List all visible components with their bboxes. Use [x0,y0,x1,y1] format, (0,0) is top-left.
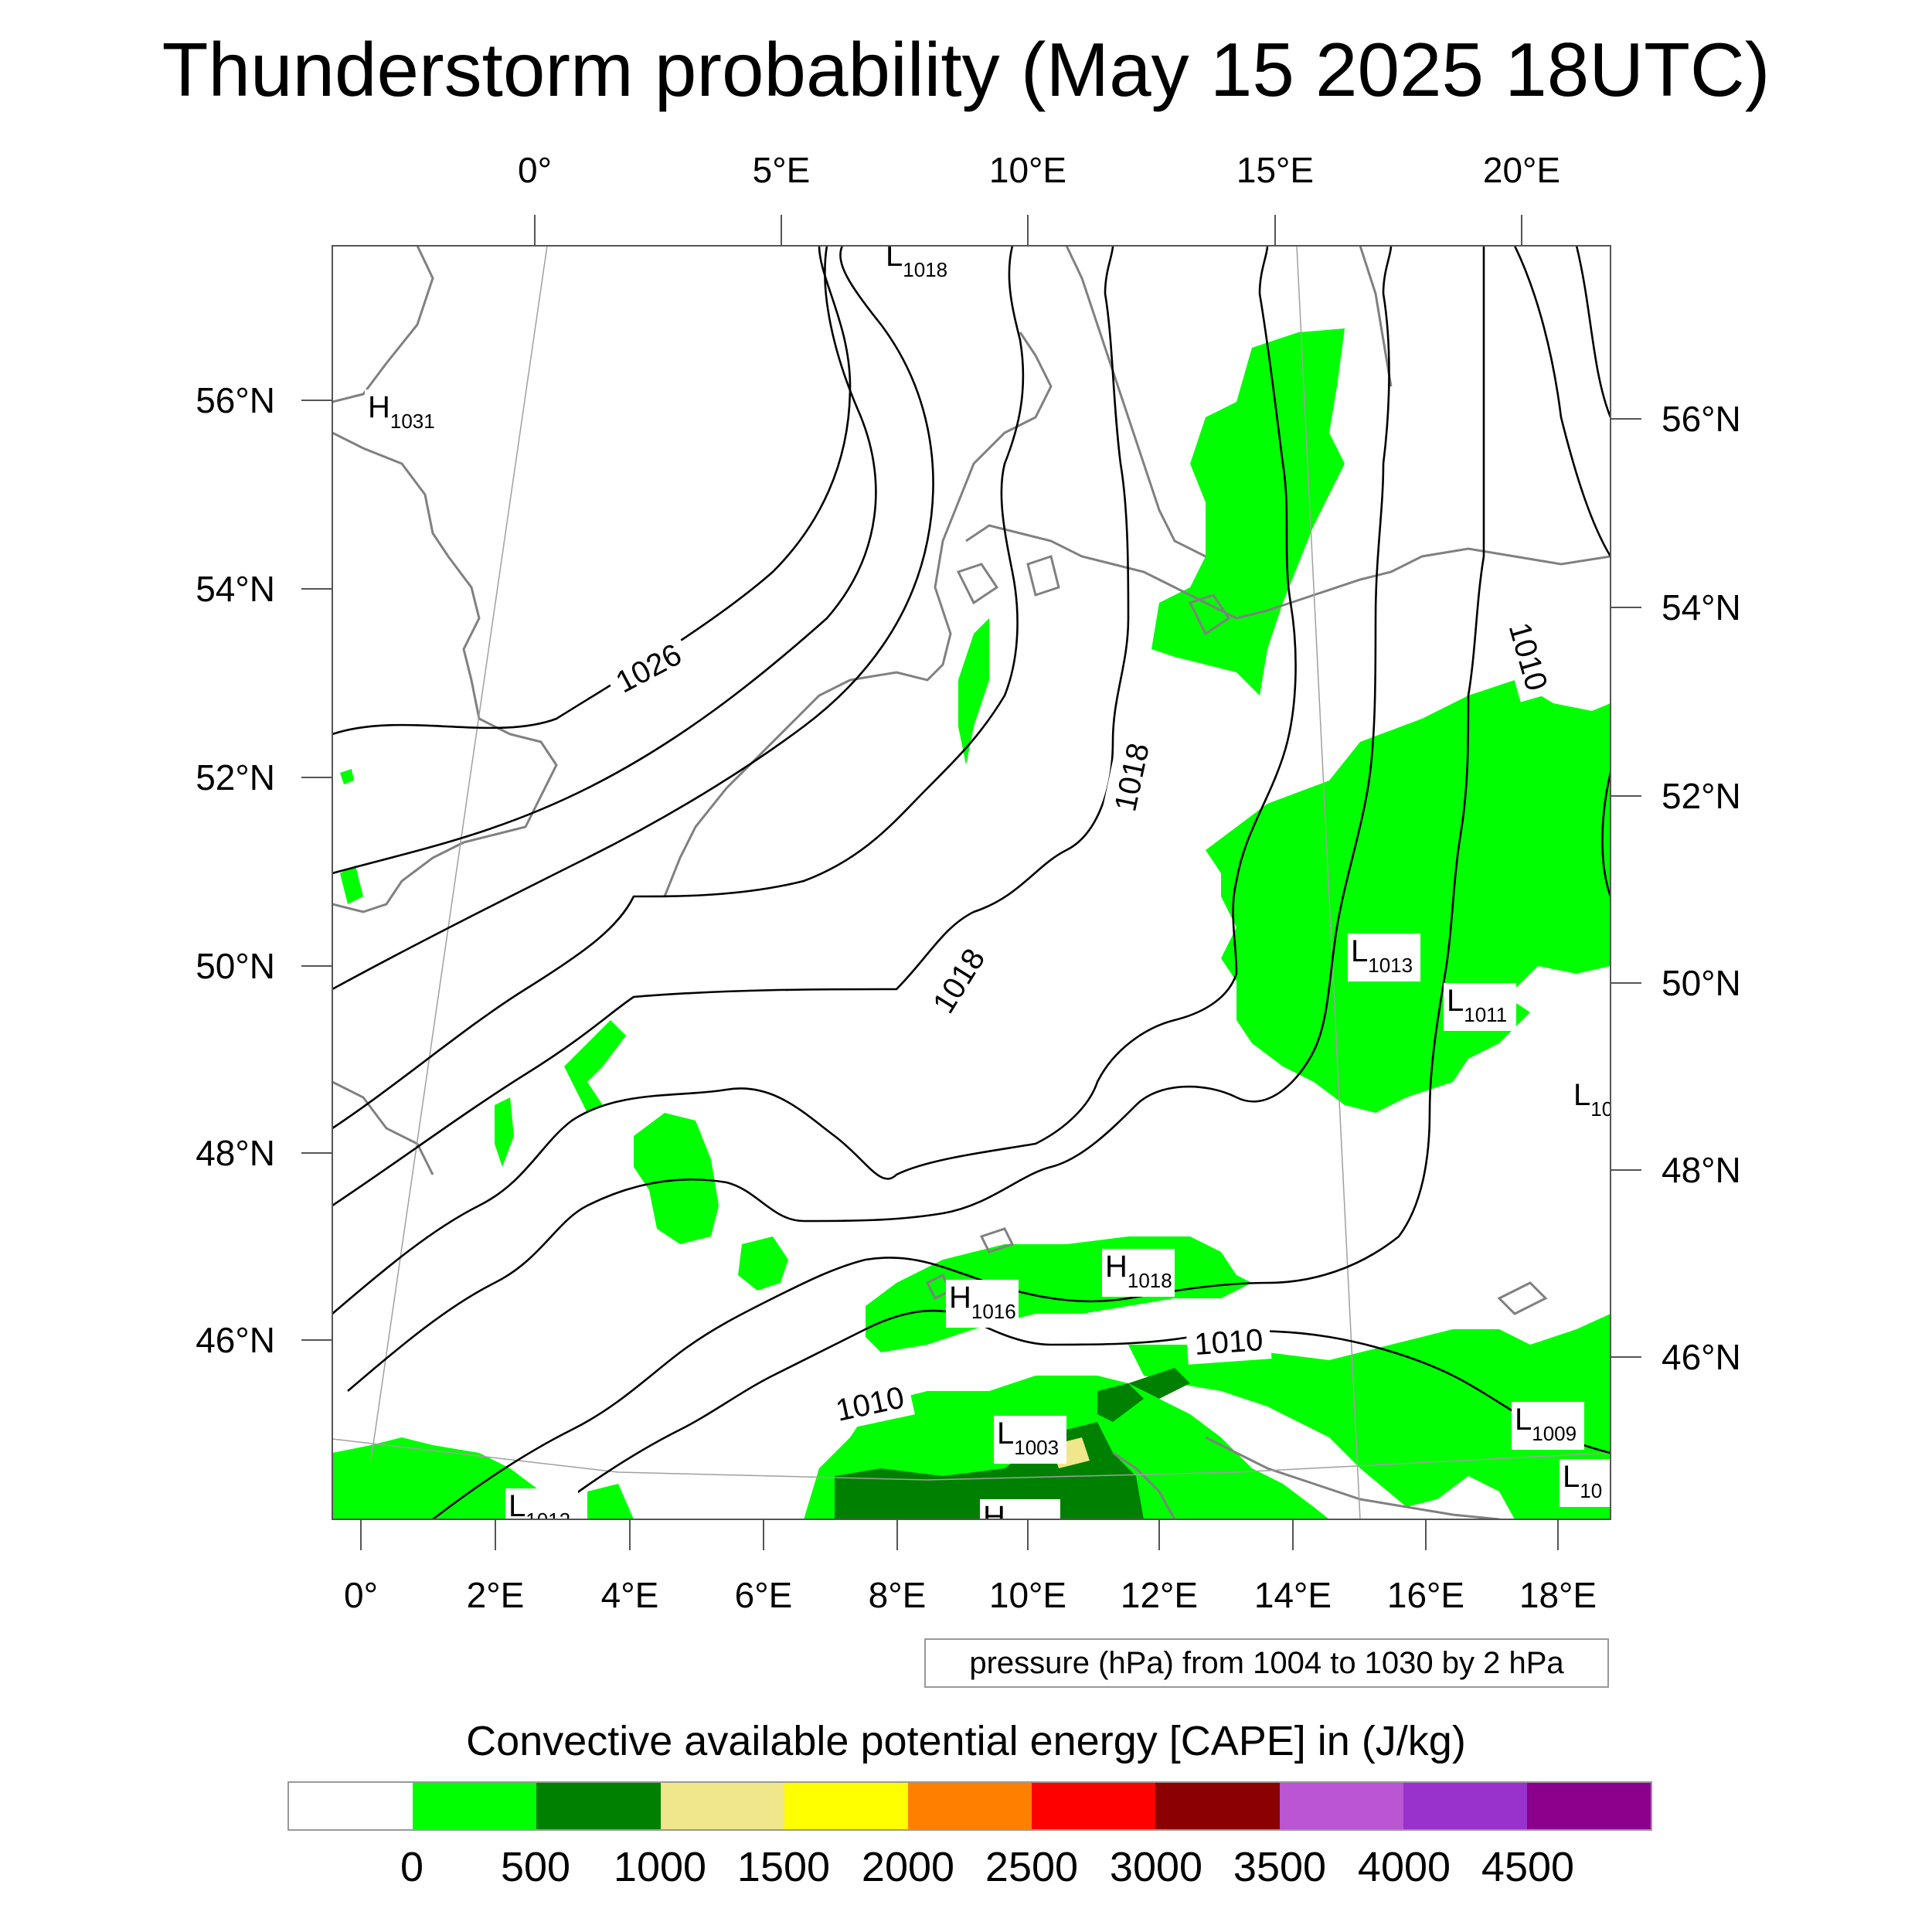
bottom-lon-label: 18°E [1519,1575,1597,1615]
colorbar-title: Convective available potential energy [C… [466,1718,1466,1764]
colorbar-swatch [289,1783,413,1829]
colorbar [287,1781,1652,1831]
right-lat-label: 50°N [1662,963,1741,1003]
svg-text:L10: L10 [1573,1078,1613,1121]
colorbar-swatch [1526,1783,1651,1829]
bottom-lon-label: 10°E [989,1575,1066,1615]
colorbar-swatch [784,1783,908,1829]
pressure-center-label: H1018 [1102,1249,1175,1297]
pressure-center-label: L1003 [994,1416,1066,1464]
left-lat-label: 46°N [196,1320,275,1360]
pressure-center-label: L10 [1570,1077,1613,1125]
top-lon-label: 0° [518,150,552,190]
svg-text:H: H [983,1500,1005,1534]
pressure-center-label: L1018 [883,239,955,286]
colorbar-swatch [1032,1783,1156,1829]
contour-info-box: pressure (hPa) from 1004 to 1030 by 2 hP… [924,1638,1609,1688]
right-lat-label: 46°N [1662,1337,1741,1377]
left-lat-label: 50°N [196,946,275,986]
colorbar-tick-label: 2000 [861,1844,955,1890]
colorbar-swatch [536,1783,661,1829]
colorbar-tick-label: 0 [400,1844,424,1890]
colorbar-swatch [413,1783,537,1829]
bottom-lon-label: 14°E [1254,1575,1332,1615]
bottom-lon-label: 12°E [1121,1575,1198,1615]
top-lon-label: 15°E [1236,150,1314,190]
svg-text:L1013: L1013 [1351,934,1413,977]
colorbar-tick-label: 3000 [1109,1844,1203,1890]
svg-text:L1012: L1012 [509,1489,570,1532]
colorbar-swatch [1155,1783,1280,1829]
colorbar-tick-label: 4500 [1481,1844,1575,1890]
right-lat-label: 48°N [1662,1150,1741,1190]
svg-text:L1003: L1003 [997,1417,1059,1459]
colorbar-tick-label: 2500 [985,1844,1079,1890]
left-lat-label: 52°N [196,757,275,798]
pressure-center-label: L1012 [505,1488,578,1532]
bottom-lon-label: 16°E [1387,1575,1464,1615]
colorbar-swatch [1403,1783,1527,1829]
bottom-lon-label: 6°E [735,1575,793,1615]
pressure-center-label: L1013 [1348,934,1420,981]
left-lat-label: 48°N [196,1133,275,1173]
plot-frame [332,245,1611,1520]
left-lat-label: 54°N [196,569,275,609]
pressure-center-label: L1009 [1512,1402,1584,1450]
svg-text:L10: L10 [1563,1460,1602,1502]
pressure-center-label: L1011 [1444,983,1516,1031]
top-lon-label: 5°E [753,150,811,190]
colorbar-tick-label: 500 [500,1844,571,1890]
svg-text:H1031: H1031 [368,390,435,433]
bottom-lon-label: 4°E [601,1575,659,1615]
colorbar-swatch [1279,1783,1403,1829]
map-title: Thunderstorm probability (May 15 2025 18… [162,27,1770,112]
pressure-center-label: H [980,1499,1060,1534]
svg-text:H1018: H1018 [1105,1250,1172,1292]
svg-text:L1011: L1011 [1447,984,1507,1026]
svg-text:H1016: H1016 [949,1281,1016,1323]
colorbar-swatch [907,1783,1032,1829]
cape-region-0-500 [332,328,1611,1519]
svg-text:L1009: L1009 [1515,1403,1577,1445]
colorbar-tick-label: 1000 [613,1844,707,1890]
right-lat-label: 54°N [1662,587,1741,628]
bottom-lon-label: 0° [344,1575,378,1615]
bottom-lon-label: 8°E [869,1575,927,1615]
coastlines [332,246,1611,1519]
pressure-center-label: H1016 [946,1280,1019,1328]
top-lon-label: 20°E [1483,150,1560,190]
isobar-label: 1010 [1193,1323,1264,1362]
colorbar-tick-label: 1500 [736,1844,831,1890]
right-lat-label: 52°N [1662,776,1741,816]
pressure-center-label: L10 [1560,1459,1611,1507]
isobars [332,246,1611,1519]
svg-text:L1018: L1018 [886,239,947,281]
ticks [301,215,1641,1550]
right-lat-label: 56°N [1662,399,1741,439]
left-lat-label: 56°N [196,380,275,420]
bottom-lon-label: 2°E [467,1575,525,1615]
colorbar-swatch [660,1783,784,1829]
top-lon-label: 10°E [989,150,1066,190]
colorbar-tick-label: 4000 [1357,1844,1451,1890]
pressure-center-label: H1031 [365,389,437,437]
colorbar-tick-label: 3500 [1233,1844,1327,1890]
